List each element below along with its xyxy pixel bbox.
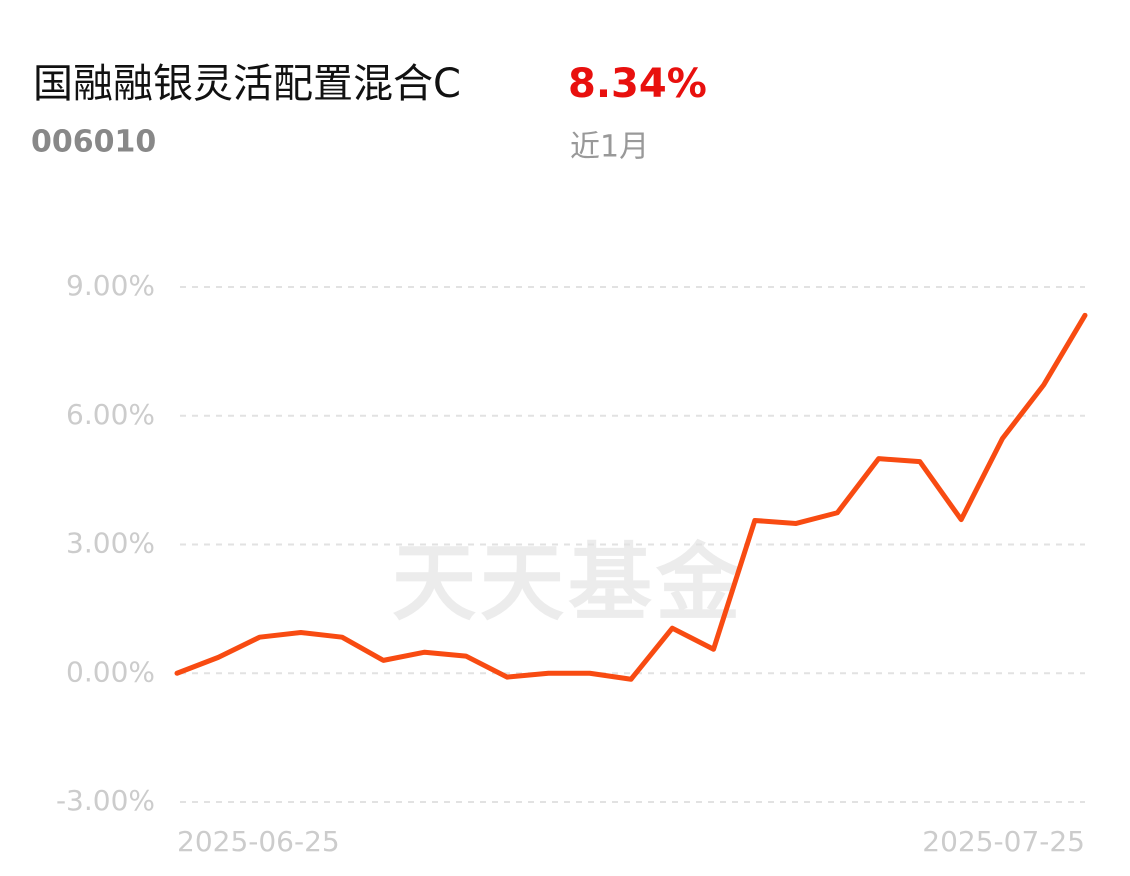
return-value: 8.34% [568,61,707,107]
y-tick-label: 9.00% [66,269,155,302]
fund-name: 国融融银灵活配置混合C [33,61,461,107]
y-tick-label: 6.00% [66,398,155,431]
return-period: 近1月 [570,130,649,165]
x-tick-label: 2025-06-25 [177,825,340,858]
y-tick-label: 0.00% [66,655,155,688]
fund-code: 006010 [31,125,156,160]
y-tick-label: -3.00% [56,784,155,817]
series-line [174,312,1088,682]
y-tick-label: 3.00% [66,527,155,560]
x-tick-label: 2025-07-25 [922,825,1085,858]
watermark: 天天基金 [392,533,744,632]
